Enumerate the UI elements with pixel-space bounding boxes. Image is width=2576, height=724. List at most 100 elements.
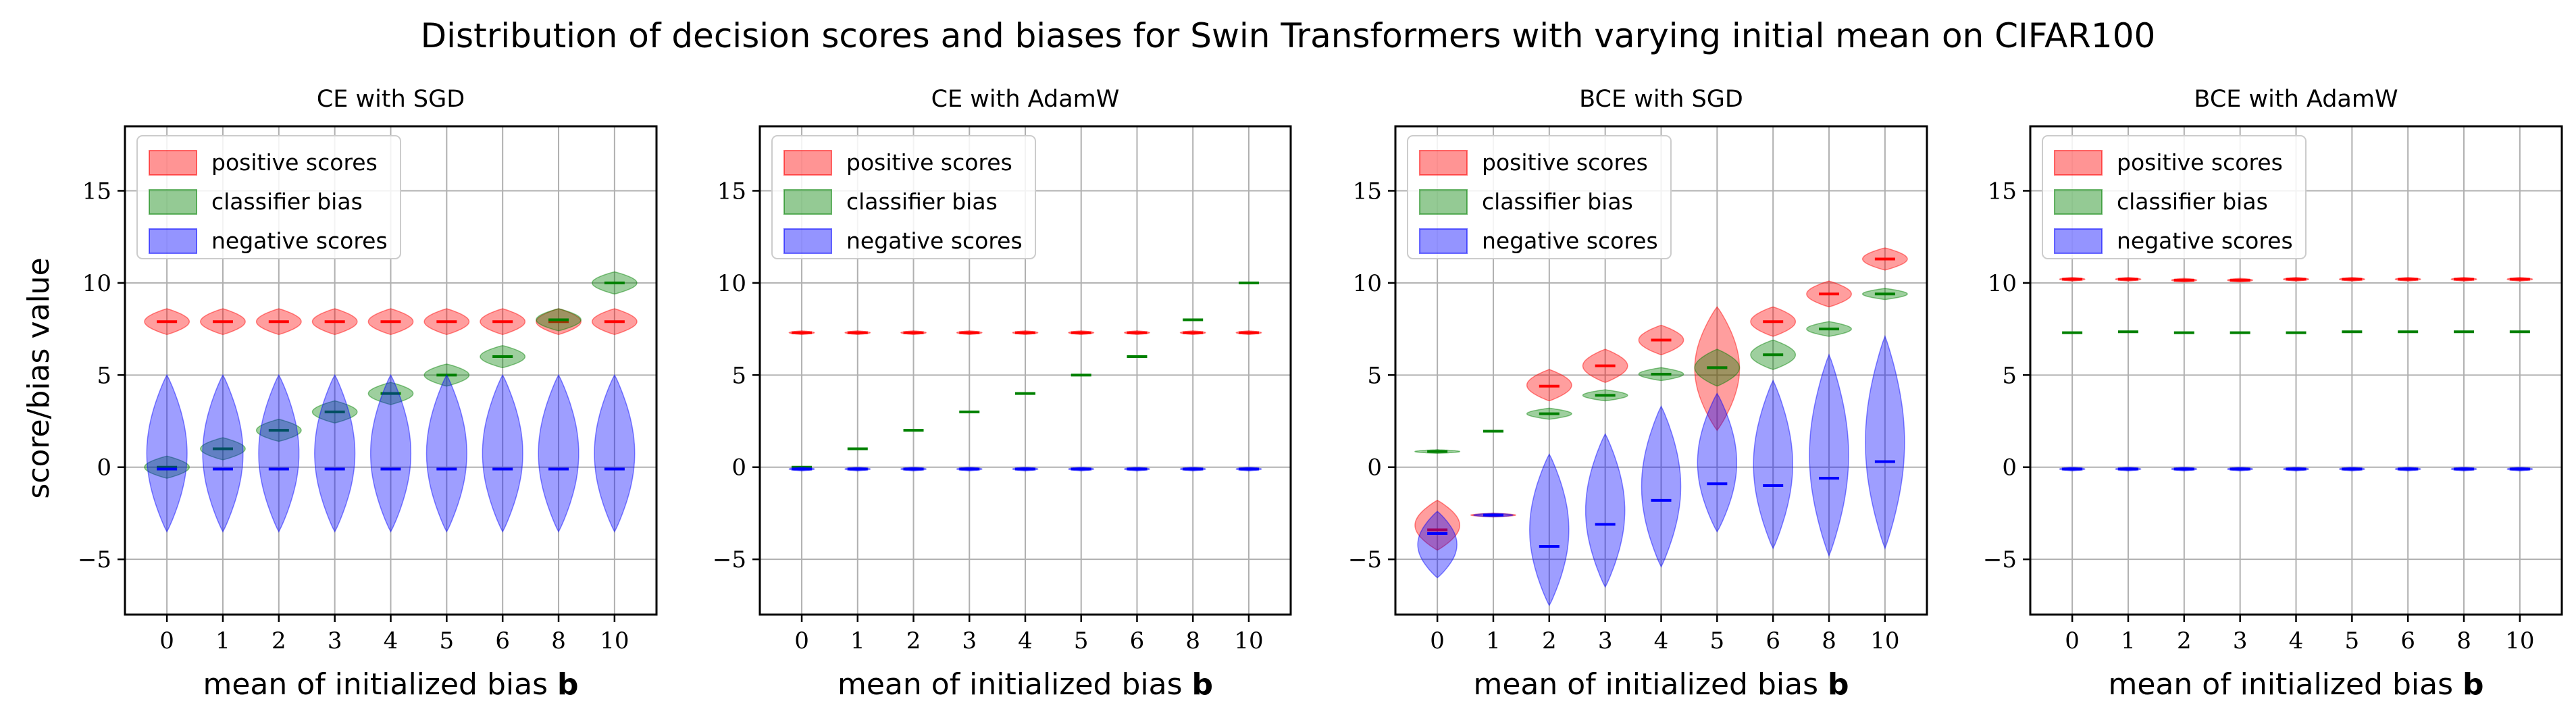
violin-body (538, 373, 579, 533)
figure-title: Distribution of decision scores and bias… (421, 16, 2156, 55)
y-tick-label: 0 (731, 455, 746, 482)
x-tick-label: 1 (850, 627, 865, 654)
legend-swatch (783, 189, 832, 215)
y-tick-label: 15 (82, 178, 111, 205)
panel-title: CE with SGD (317, 86, 465, 113)
y-tick-label: 10 (82, 270, 111, 297)
legend-label: positive scores (846, 149, 1012, 176)
legend-label: negative scores (846, 228, 1023, 254)
x-axis-label: mean of initialized bias b (1474, 667, 1849, 702)
y-tick-label: 0 (2002, 455, 2017, 482)
legend: positive scores classifier bias negative s… (136, 135, 401, 259)
x-tick-label: 3 (328, 627, 342, 654)
y-tick-label: −5 (1983, 546, 2017, 573)
x-tick-label: 1 (1486, 627, 1501, 654)
y-tick-label: 5 (1367, 362, 1382, 389)
x-tick-label: 0 (2065, 627, 2080, 654)
x-tick-label: 6 (2400, 627, 2415, 654)
x-tick-label: 10 (600, 627, 629, 654)
y-tick-label: −5 (1348, 546, 1382, 573)
panel-4: BCE with AdamW −5 0 5 10 15 0 1 2 3 4 5 6 8 10 mean of … (1983, 86, 2563, 702)
legend-swatch (1419, 189, 1468, 215)
legend-label: positive scores (1482, 149, 1648, 176)
legend-label: positive scores (2117, 149, 2283, 176)
x-tick-label: 6 (1766, 627, 1780, 654)
legend-swatch (2054, 189, 2103, 215)
y-axis-label: score/bias value (22, 257, 56, 498)
panel-2: CE with AdamW −5 0 5 10 15 0 1 2 3 4 5 6 8 10 mean of i… (713, 86, 1292, 702)
x-axis-label-bold: b (1192, 667, 1214, 702)
legend-box (2042, 135, 2307, 259)
x-tick-label: 10 (2505, 627, 2534, 654)
x-tick-label: 8 (551, 627, 566, 654)
x-tick-label: 2 (272, 627, 286, 654)
x-tick-label: 0 (1430, 627, 1445, 654)
x-axis-label-text: mean of initialized bias (203, 667, 558, 702)
violin-body (258, 373, 300, 533)
legend-label: classifier bias (2117, 188, 2268, 215)
violin-body (1865, 334, 1905, 550)
legend-swatch (783, 150, 832, 176)
x-tick-label: 10 (1234, 627, 1263, 654)
x-axis-label: mean of initialized bias b (838, 667, 1213, 702)
x-tick-label: 5 (440, 627, 455, 654)
x-tick-label: 2 (2177, 627, 2192, 654)
violin-body (1529, 452, 1570, 607)
legend-swatch (1419, 228, 1468, 254)
legend-label: negative scores (211, 228, 388, 254)
x-tick-label: 3 (2233, 627, 2248, 654)
y-tick-label: 15 (1988, 178, 2017, 205)
legend-label: classifier bias (846, 188, 998, 215)
legend-swatch (2054, 228, 2103, 254)
x-axis-label-text: mean of initialized bias (1474, 667, 1828, 702)
violin-body (369, 373, 412, 533)
x-tick-label: 4 (1654, 627, 1669, 654)
y-tick-label: −5 (78, 546, 111, 573)
x-tick-label: 8 (1185, 627, 1200, 654)
panel-title: CE with AdamW (931, 86, 1120, 113)
x-tick-label: 0 (159, 627, 174, 654)
y-tick-label: 5 (97, 362, 111, 389)
violin-body (1414, 499, 1461, 551)
violin-body (1809, 353, 1849, 557)
y-tick-label: 15 (1353, 178, 1382, 205)
y-tick-label: 10 (1353, 270, 1382, 297)
x-axis-label: mean of initialized bias b (2109, 667, 2484, 702)
legend-swatch (149, 150, 197, 176)
x-tick-label: 4 (1018, 627, 1033, 654)
violin-body (314, 373, 356, 533)
legend-label: positive scores (211, 149, 378, 176)
legend-swatch (149, 228, 197, 254)
x-tick-label: 5 (1710, 627, 1725, 654)
violin-body (1641, 405, 1682, 568)
x-tick-label: 6 (495, 627, 510, 654)
legend: positive scores classifier bias negative s… (771, 135, 1036, 259)
legend: positive scores classifier bias negative s… (1407, 135, 1672, 259)
x-tick-label: 3 (1598, 627, 1613, 654)
legend-box (1407, 135, 1672, 259)
x-axis-label-text: mean of initialized bias (838, 667, 1192, 702)
x-tick-label: 5 (2345, 627, 2360, 654)
x-tick-label: 1 (2121, 627, 2136, 654)
violin-body (426, 373, 467, 533)
legend: positive scores classifier bias negative s… (2042, 135, 2307, 259)
violin-body (594, 373, 636, 533)
y-tick-label: 5 (731, 362, 746, 389)
y-tick-label: 15 (717, 178, 746, 205)
panel-1: CE with SGD −5 0 5 10 15 0 1 2 3 4 5 6 8 10 mean of ini… (78, 86, 658, 702)
violin-body (146, 373, 188, 533)
x-axis-label-text: mean of initialized bias (2109, 667, 2463, 702)
y-tick-label: 10 (1988, 270, 2017, 297)
x-tick-label: 8 (1822, 627, 1836, 654)
x-tick-label: 3 (962, 627, 977, 654)
x-axis-label-bold: b (2463, 667, 2484, 702)
x-tick-label: 8 (2456, 627, 2471, 654)
x-axis-label-bold: b (1828, 667, 1849, 702)
x-tick-label: 10 (1870, 627, 1899, 654)
x-axis-label: mean of initialized bias b (203, 667, 579, 702)
y-tick-label: 5 (2002, 362, 2017, 389)
violin-body (1753, 379, 1793, 550)
violin-body (1585, 432, 1626, 588)
violin-body (482, 373, 523, 533)
